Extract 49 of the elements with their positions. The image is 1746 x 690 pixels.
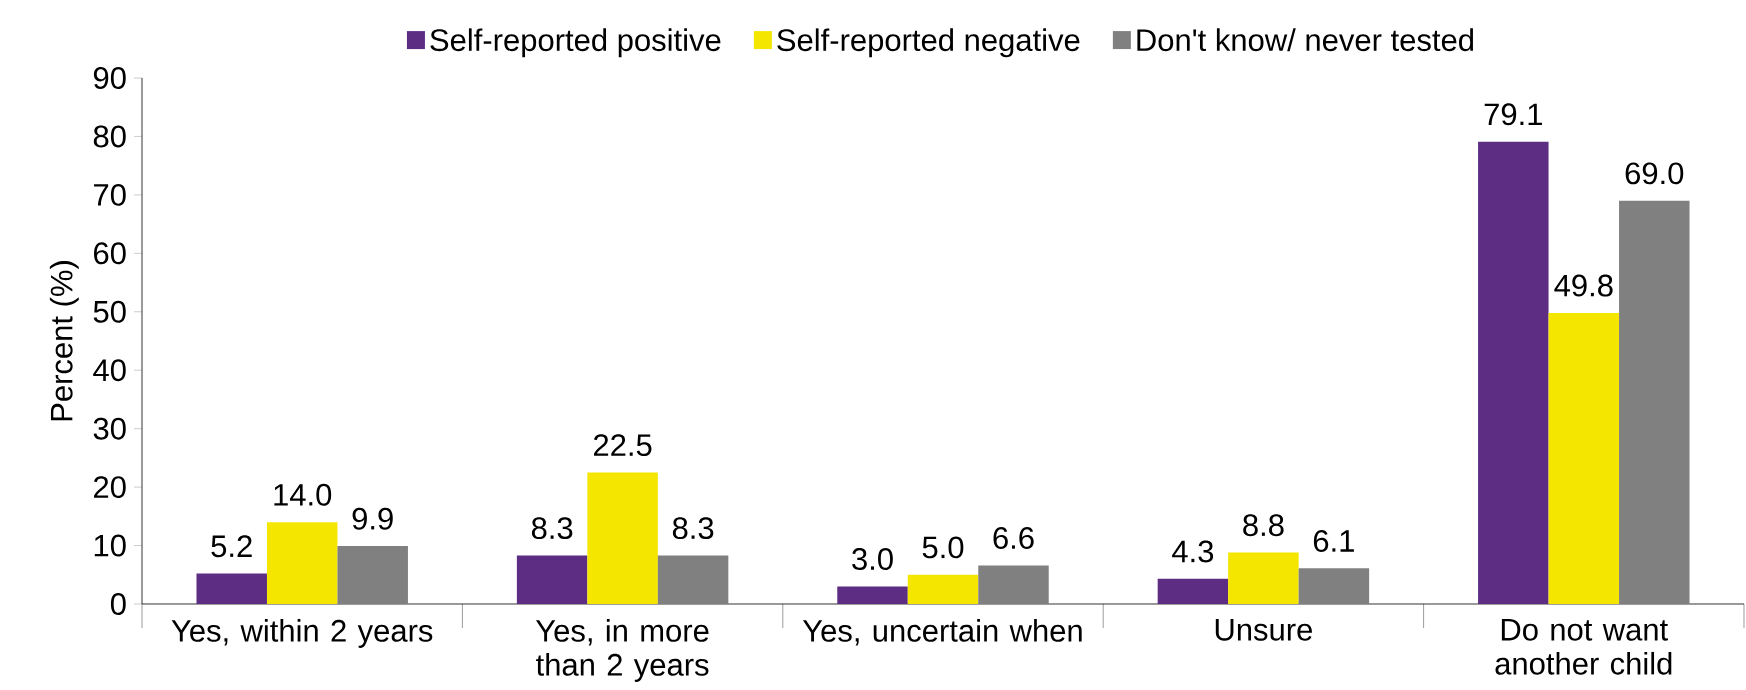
bar [1157,578,1229,604]
bar [1228,552,1299,604]
bar [1298,568,1370,604]
legend-label: Self-reported positive [430,28,721,58]
y-tick-label: 30 [93,417,126,440]
y-tick-label: 40 [93,359,126,382]
bar [516,555,588,604]
bar [196,573,267,604]
data-label: 14.0 [274,483,332,506]
legend-label: Don't know/ never tested [1137,28,1474,52]
y-tick-label: 0 [110,593,126,615]
y-tick-label: 50 [93,300,126,323]
x-tick-label: Yes, within 2 years [171,619,433,648]
bar [978,565,1049,604]
data-label: 22.5 [594,434,652,457]
y-tick-label: 80 [93,125,126,148]
bar [1619,200,1690,604]
y-tick-label: 90 [93,67,126,89]
bar [266,522,338,604]
bar [907,574,979,604]
x-tick-label: Do not want another child [1495,619,1672,675]
x-tick-label: Yes, uncertain when [802,619,1082,646]
data-label: 6.1 [1313,529,1354,552]
bar [1478,141,1549,604]
data-label: 4.3 [1172,540,1214,563]
y-tick-label: 60 [94,242,126,265]
data-label: 49.8 [1554,274,1613,297]
bar [657,555,729,604]
data-label: 3.0 [852,548,893,571]
data-label: 8.3 [672,517,714,540]
data-label: 69.0 [1625,162,1684,185]
data-label: 5.0 [922,536,964,559]
legend-label: Self-reported negative [777,28,1080,58]
y-tick-label: 10 [94,534,126,557]
bar [337,546,408,604]
bar [837,586,908,604]
bar [587,472,658,604]
data-label: 5.2 [211,535,252,558]
x-tick-label: Unsure [1215,619,1312,641]
bar [1548,312,1620,604]
data-label: 9.9 [352,507,393,530]
data-label: 8.3 [531,517,573,540]
data-label: 8.8 [1243,514,1284,537]
y-tick-label: 20 [94,476,126,499]
data-label: 79.1 [1484,103,1542,126]
x-tick-label: Yes, in more than 2 years [535,619,709,682]
y-tick-label: 70 [94,183,126,206]
data-label: 6.6 [993,527,1034,550]
y-axis-title: Percent (%) [49,261,79,421]
